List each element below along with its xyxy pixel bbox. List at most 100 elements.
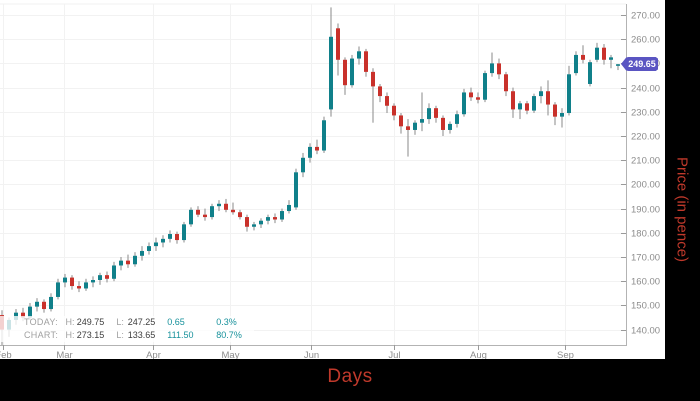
candle-up	[28, 306, 32, 318]
x-axis-ticks: Feb Mar Apr May Jun Jul Aug Sep	[0, 345, 574, 359]
candle-down	[469, 92, 473, 98]
candle-up	[483, 73, 487, 100]
candle-down	[434, 108, 438, 118]
candle-up	[140, 250, 144, 256]
candle-up	[84, 282, 88, 289]
x-tick-label: Sep	[557, 350, 574, 359]
x-tick-label: Apr	[146, 350, 161, 359]
candle-down	[546, 91, 550, 105]
candle-up	[119, 260, 123, 266]
y-tick-label: 170.00	[631, 253, 660, 264]
chart-change-pct: 80.7%	[216, 330, 242, 340]
chart-change-value: 111.50	[167, 330, 194, 340]
y-tick-label: 220.00	[631, 132, 660, 143]
candle-up	[560, 113, 564, 117]
today-low-label: L:	[116, 317, 124, 327]
candle-down	[126, 260, 130, 265]
candle-up	[609, 57, 613, 60]
today-low-value: 247.25	[127, 317, 156, 327]
candle-down	[525, 103, 529, 111]
chart-low-label: L:	[116, 330, 124, 340]
candle-up	[217, 203, 221, 207]
candle-down	[476, 97, 480, 100]
candle-down	[175, 234, 179, 241]
candle-wick	[610, 54, 612, 69]
candle-up	[63, 277, 67, 283]
y-tick-label: 270.00	[631, 11, 660, 22]
y-tick-label: 230.00	[631, 108, 660, 119]
x-tick-label: Mar	[56, 350, 72, 359]
today-high-label: H:	[65, 317, 75, 327]
candle-up	[490, 63, 494, 74]
x-tick-label: Jul	[388, 350, 400, 359]
candle-down	[273, 217, 277, 220]
candle-wick	[519, 100, 521, 120]
y-tick-label: 190.00	[631, 205, 660, 216]
candle-up	[98, 275, 102, 280]
candle-down	[77, 286, 81, 289]
candle-down	[196, 209, 200, 215]
candle-down	[399, 115, 403, 127]
candle-down	[105, 275, 109, 279]
candle-down	[364, 51, 368, 72]
candle-up	[462, 92, 466, 115]
x-tick-label: May	[222, 350, 240, 359]
candle-down	[343, 59, 347, 86]
candle-up	[350, 58, 354, 86]
candle-down	[21, 312, 25, 318]
candle-up	[595, 47, 599, 60]
candle-down	[371, 71, 375, 87]
candle-up	[168, 234, 172, 239]
candles	[0, 7, 620, 345]
candle-down	[511, 91, 515, 110]
gridlines	[0, 3, 626, 345]
axes	[0, 4, 627, 346]
candle-down	[385, 96, 389, 106]
candle-down	[238, 212, 242, 218]
candle-wick	[582, 45, 584, 64]
y-axis-title: Price (in pence)	[673, 157, 691, 263]
candle-down	[378, 86, 382, 97]
candle-down	[70, 277, 74, 287]
candle-up	[308, 146, 312, 158]
legend-row-today: TODAY: H: 249.75 L: 247.25 0.65 0.3%	[0, 316, 254, 329]
chart-label: CHART:	[24, 330, 59, 340]
chart-high-label: H:	[65, 330, 75, 340]
candle-down	[504, 74, 508, 92]
today-label: TODAY:	[24, 317, 58, 327]
y-tick-label: 160.00	[631, 277, 660, 288]
candle-up	[287, 204, 291, 212]
legend-row-chart: CHART: H: 273.15 L: 133.65 111.50 80.7%	[0, 329, 254, 342]
x-axis-title: Days	[327, 366, 373, 387]
candle-up	[35, 301, 39, 307]
candle-up	[301, 157, 305, 173]
candle-down	[315, 146, 319, 151]
candle-up	[154, 242, 158, 247]
y-tick-label: 240.00	[631, 84, 660, 95]
candle-down	[441, 117, 445, 130]
x-tick-label: Aug	[470, 350, 487, 359]
candle-down	[231, 209, 235, 213]
candlestick-chart[interactable]: 270.00260.00250.00240.00230.00220.00210.…	[0, 0, 665, 359]
candle-up	[266, 217, 270, 221]
candle-down	[224, 203, 228, 210]
today-change-value: 0.65	[167, 317, 185, 327]
chart-legend: TODAY: H: 249.75 L: 247.25 0.65 0.3% CHA…	[0, 316, 254, 342]
candle-down	[553, 104, 557, 117]
candle-up	[532, 96, 536, 111]
last-price-badge: 249.65	[621, 57, 658, 71]
candle-wick	[561, 108, 563, 128]
x-tick-label: Feb	[0, 350, 12, 359]
chart-area[interactable]: 270.00260.00250.00240.00230.00220.00210.…	[0, 0, 665, 359]
candle-up	[427, 108, 431, 120]
chart-high-value: 273.15	[76, 330, 105, 340]
candle-up	[133, 255, 137, 265]
candle-up	[518, 103, 522, 110]
candle-down	[336, 28, 340, 60]
candle-up	[322, 120, 326, 151]
candle-up	[189, 209, 193, 225]
candle-up	[280, 211, 284, 220]
y-tick-label: 200.00	[631, 180, 660, 191]
candle-up	[567, 74, 571, 114]
